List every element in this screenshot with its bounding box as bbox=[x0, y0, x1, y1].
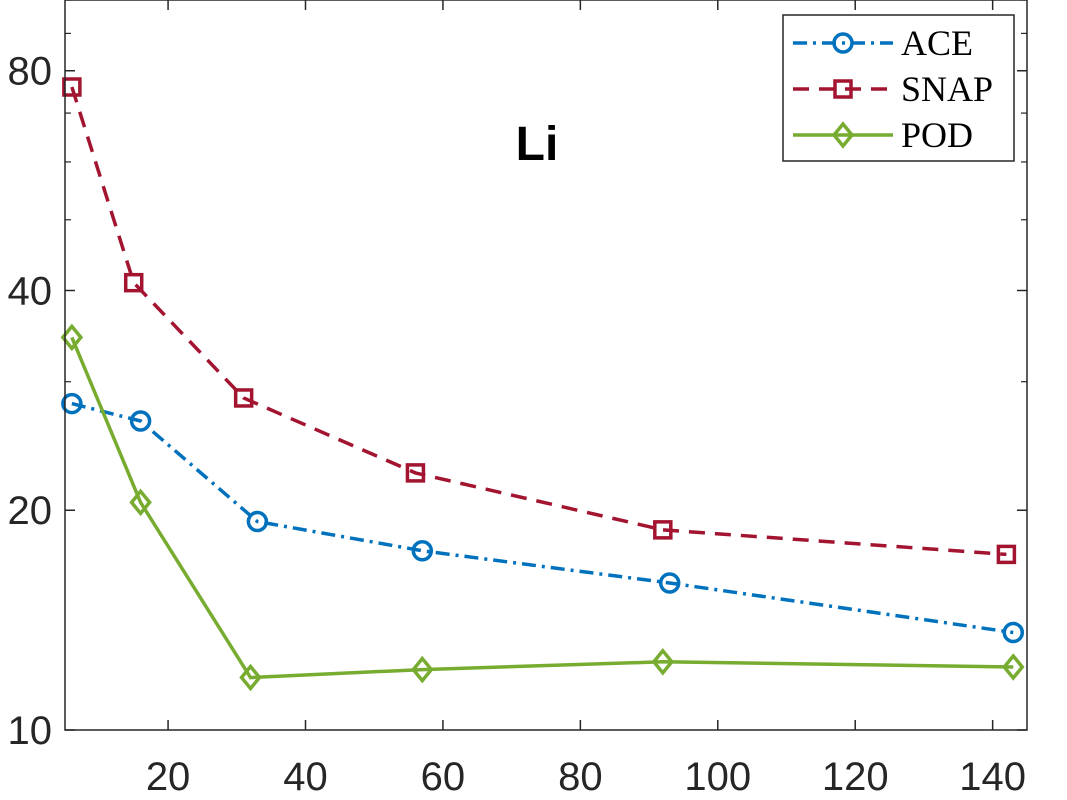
data-point bbox=[1002, 621, 1025, 644]
series-line bbox=[70, 86, 1007, 557]
legend-marker bbox=[831, 121, 855, 149]
y-tick-label: 20 bbox=[8, 489, 53, 533]
series-line bbox=[71, 401, 1014, 635]
series-pod bbox=[60, 323, 1025, 692]
x-tick-label: 40 bbox=[283, 755, 328, 799]
x-tick-label: 120 bbox=[822, 755, 889, 799]
data-point bbox=[411, 540, 434, 562]
data-point bbox=[61, 392, 83, 415]
data-point bbox=[1001, 653, 1025, 681]
chart-title: Li bbox=[516, 118, 559, 171]
series-ace bbox=[61, 392, 1025, 644]
tick-labels: 20 40 60 80 100 120 140 10 20 40 80 bbox=[8, 50, 1027, 799]
legend-marker bbox=[833, 79, 853, 99]
legend-label: POD bbox=[901, 115, 973, 155]
legend-entry: POD bbox=[793, 115, 973, 155]
data-point bbox=[651, 648, 675, 676]
data-point bbox=[653, 520, 673, 540]
legend-label: ACE bbox=[901, 23, 973, 63]
legend-marker bbox=[832, 32, 854, 54]
data-point bbox=[658, 572, 681, 594]
data-point bbox=[60, 323, 84, 352]
series-layer bbox=[60, 77, 1025, 692]
data-point bbox=[411, 655, 434, 684]
data-point bbox=[129, 488, 152, 517]
y-tick-label: 10 bbox=[8, 709, 53, 753]
legend-label: SNAP bbox=[901, 69, 993, 109]
x-tick-label: 80 bbox=[558, 755, 603, 799]
data-point bbox=[129, 410, 152, 432]
x-tick-label: 20 bbox=[146, 755, 191, 799]
data-point bbox=[405, 463, 426, 483]
legend-entry: SNAP bbox=[793, 69, 993, 109]
data-point bbox=[239, 663, 262, 692]
y-tick-label: 80 bbox=[8, 50, 53, 94]
data-point bbox=[246, 510, 269, 533]
data-point bbox=[996, 544, 1017, 565]
x-tick-label: 140 bbox=[959, 755, 1026, 799]
legend-entry: ACE bbox=[793, 23, 973, 63]
y-tick-label: 40 bbox=[8, 269, 53, 313]
series-snap bbox=[62, 77, 1017, 565]
x-tick-label: 60 bbox=[421, 755, 466, 799]
series-line bbox=[70, 336, 1014, 680]
data-point bbox=[62, 77, 82, 97]
data-point bbox=[233, 388, 254, 408]
x-tick-label: 100 bbox=[684, 755, 751, 799]
data-point bbox=[123, 272, 144, 293]
legend: ACE SNAP POD bbox=[782, 14, 1015, 162]
plot-frame bbox=[64, 0, 1028, 731]
